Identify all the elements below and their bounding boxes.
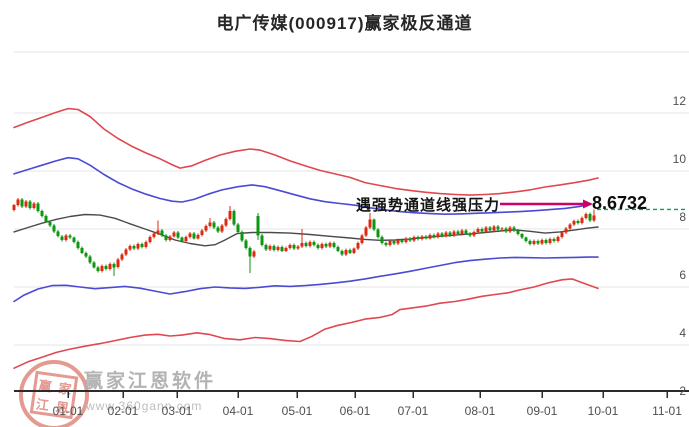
y-axis-label: 10 xyxy=(673,152,687,166)
stamp-char: 家 xyxy=(57,381,73,398)
annotation-arrow xyxy=(500,199,593,209)
stamp-char: 江 xyxy=(35,397,50,414)
x-axis-label: 05-01 xyxy=(282,404,313,418)
x-axis-label: 04-01 xyxy=(223,404,254,418)
x-axis-label: 10-01 xyxy=(588,404,619,418)
x-axis-label: 09-01 xyxy=(527,404,558,418)
x-axis-label: 06-01 xyxy=(340,404,371,418)
x-axis-label: 07-01 xyxy=(398,404,429,418)
watermark-brand-text: 赢家江恩软件 xyxy=(84,371,217,392)
lower-blue-channel-line xyxy=(13,256,599,303)
y-axis-labels: 12 10 8 6 4 2 xyxy=(673,94,687,398)
x-axis-label: 02-01 xyxy=(108,404,139,418)
y-axis-label: 8 xyxy=(679,210,686,224)
candlesticks xyxy=(12,198,596,276)
pressure-annotation-text: 遇强势通道线强压力 xyxy=(356,197,501,214)
y-axis-label: 6 xyxy=(679,268,686,282)
lower-red-channel-line xyxy=(13,278,599,370)
y-axis-label: 2 xyxy=(679,384,686,398)
y-axis-label: 12 xyxy=(673,94,687,108)
x-axis-label: 01-01 xyxy=(53,404,84,418)
watermark-url-text: www.360gann.com xyxy=(86,399,203,413)
x-axis: 01-01 02-01 03-01 04-01 05-01 06-01 07-01 08-01… xyxy=(14,390,689,418)
pressure-price-label: 8.6732 xyxy=(592,193,648,213)
upper-blue-channel-line xyxy=(13,156,591,215)
stamp-seal-icon: 赢 家 江 恩 xyxy=(19,360,89,427)
chart-title: 电广传媒(000917)赢家极反通道 xyxy=(216,14,473,33)
x-axis-label: 03-01 xyxy=(162,404,193,418)
y-axis-label: 4 xyxy=(679,326,686,340)
stamp-char: 恩 xyxy=(55,399,70,416)
gridlines xyxy=(14,51,689,346)
upper-red-channel-line xyxy=(13,107,599,196)
x-axis-label: 08-01 xyxy=(465,404,496,418)
x-axis-label: 11-01 xyxy=(652,404,682,418)
